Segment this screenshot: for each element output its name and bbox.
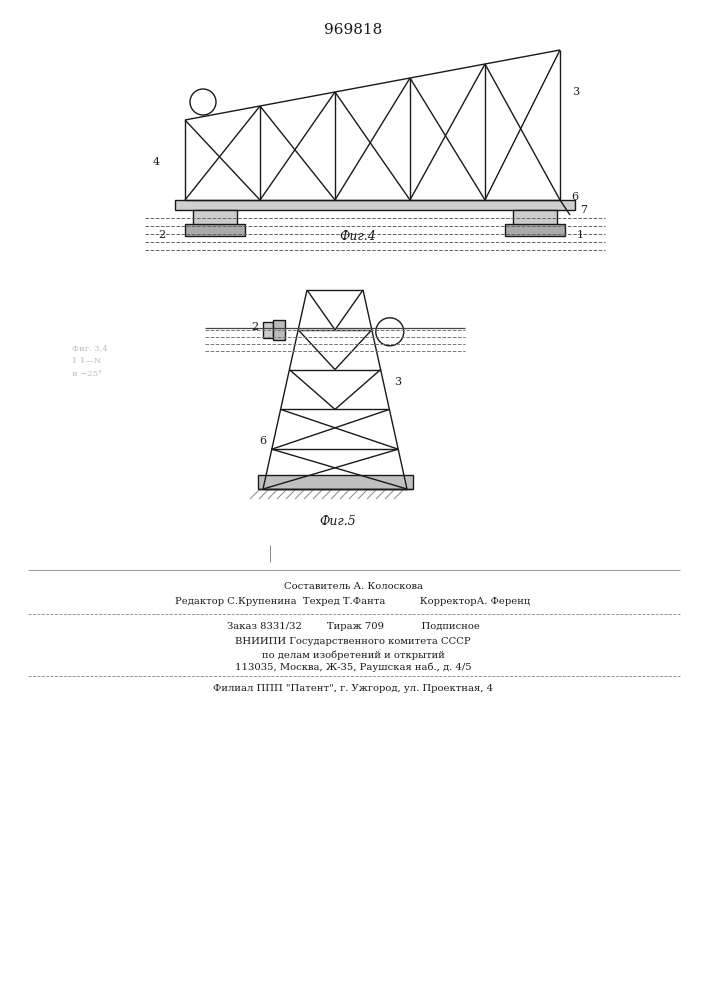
Text: Фиг. 3,4: Фиг. 3,4	[72, 344, 107, 352]
Bar	[175, 200, 575, 210]
Bar	[193, 210, 237, 226]
Text: Заказ 8331/32        Тираж 709            Подписное: Заказ 8331/32 Тираж 709 Подписное	[226, 622, 479, 631]
Bar	[263, 322, 273, 338]
Text: ВНИИПИ Государственного комитета СССР: ВНИИПИ Государственного комитета СССР	[235, 637, 471, 646]
Bar	[513, 210, 557, 226]
Text: 1: 1	[577, 230, 584, 240]
Text: Составитель А. Колоскова: Составитель А. Колоскова	[284, 582, 423, 591]
Bar	[258, 475, 413, 489]
Text: 4: 4	[153, 157, 160, 167]
Text: 2: 2	[158, 230, 165, 240]
Text: и −25°: и −25°	[72, 370, 102, 378]
Text: 6: 6	[259, 436, 267, 446]
Text: 113035, Москва, Ж-35, Раушская наб., д. 4/5: 113035, Москва, Ж-35, Раушская наб., д. …	[235, 663, 472, 672]
Text: Редактор С.Крупенина  Техред Т.Фанта           КорректорА. Ференц: Редактор С.Крупенина Техред Т.Фанта Корр…	[175, 597, 531, 606]
Text: 1 1—N: 1 1—N	[72, 357, 101, 365]
Text: Фиг.5: Фиг.5	[320, 515, 356, 528]
Text: 969818: 969818	[324, 23, 382, 37]
Text: 2: 2	[251, 322, 258, 332]
Bar	[185, 224, 245, 236]
Text: по делам изобретений и открытий: по делам изобретений и открытий	[262, 650, 445, 660]
Text: Фиг.4: Фиг.4	[339, 230, 376, 243]
Text: 7: 7	[580, 205, 587, 215]
Bar	[273, 320, 285, 340]
Text: 3: 3	[572, 87, 579, 97]
Text: 3: 3	[395, 377, 402, 387]
Text: 6: 6	[571, 192, 578, 202]
Text: Филиал ППП "Патент", г. Ужгород, ул. Проектная, 4: Филиал ППП "Патент", г. Ужгород, ул. Про…	[213, 684, 493, 693]
Bar	[505, 224, 565, 236]
